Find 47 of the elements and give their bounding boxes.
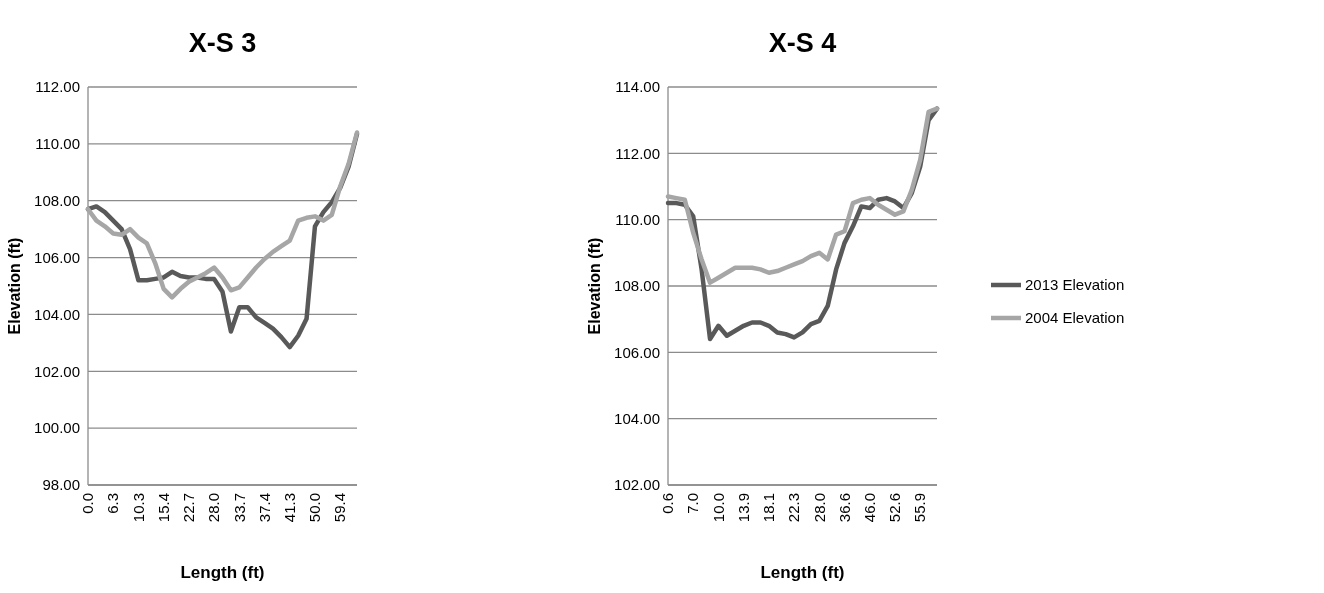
chart-title: X-S 4 [768, 28, 837, 58]
x-tick-label: 28.0 [810, 493, 828, 523]
x-tick-label: 18.1 [760, 493, 778, 523]
line-series [665, 106, 940, 285]
y-tick-label: 112.00 [615, 144, 660, 162]
x-tick-label: 50.0 [306, 493, 324, 523]
y-tick-label: 110.00 [615, 210, 660, 228]
y-axis-title: Elevation (ft) [586, 237, 603, 335]
y-tick-label: 110.00 [35, 135, 80, 153]
x-tick-label: 6.3 [104, 493, 122, 514]
x-tick-label: 10.0 [709, 493, 727, 523]
y-tick-label: 102.00 [34, 362, 80, 380]
x-tick-label: 22.7 [180, 493, 198, 523]
y-axis-title: Elevation (ft) [6, 237, 23, 335]
x-tick-label: 46.0 [861, 493, 878, 523]
x-tick-label: 55.9 [911, 493, 929, 523]
y-tick-label: 106.00 [34, 248, 80, 266]
x-tick-label: 22.3 [785, 493, 803, 523]
x-tick-label: 15.4 [154, 493, 172, 523]
x-tick-label: 59.4 [331, 493, 349, 523]
x-tick-label: 52.6 [886, 493, 904, 523]
y-tick-label: 108.00 [34, 191, 80, 209]
x-tick-label: 0.0 [79, 493, 97, 514]
x-tick-label: 33.7 [230, 493, 248, 523]
chart-title: X-S 3 [188, 28, 257, 58]
y-tick-label: 98.00 [42, 476, 80, 494]
y-tick-label: 104.00 [614, 409, 660, 427]
legend-label: 2013 Elevation [1025, 276, 1125, 294]
x-tick-label: 28.0 [205, 493, 223, 523]
x-tick-label: 37.4 [255, 493, 273, 523]
x-tick-label: 36.6 [835, 493, 853, 523]
x-tick-label: 0.6 [659, 493, 677, 514]
x-axis-title: Length (ft) [180, 563, 265, 582]
line-series [85, 130, 360, 300]
x-tick-label: 7.0 [684, 493, 702, 514]
y-tick-label: 104.00 [34, 305, 80, 323]
y-tick-label: 102.00 [614, 476, 660, 494]
y-tick-label: 108.00 [614, 277, 660, 295]
y-tick-label: 100.00 [34, 419, 80, 437]
y-tick-label: 114.00 [615, 78, 660, 96]
y-tick-label: 112.00 [35, 78, 80, 96]
x-axis-title: Length (ft) [760, 563, 845, 582]
legend-label: 2004 Elevation [1025, 309, 1125, 327]
y-tick-label: 106.00 [614, 343, 660, 361]
x-tick-label: 10.3 [129, 493, 147, 523]
x-tick-label: 13.9 [734, 493, 752, 523]
x-tick-label: 41.3 [281, 493, 298, 523]
